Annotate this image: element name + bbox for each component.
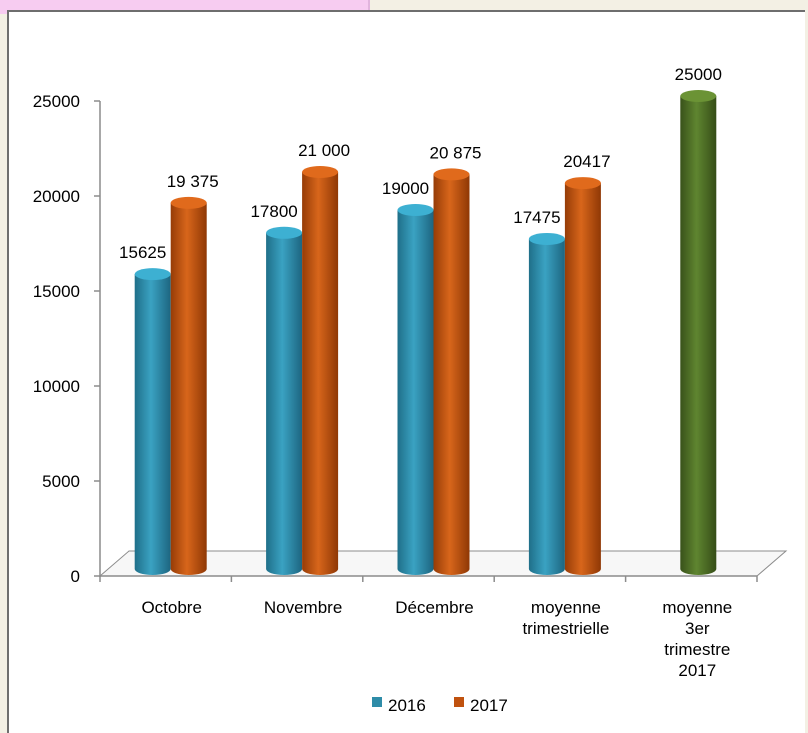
x-category-label: moyenne 3er trimestre 2017 (662, 598, 732, 680)
y-tick-label: 15000 (33, 282, 80, 301)
data-label: 17800 (250, 202, 297, 221)
y-tick-label: 5000 (42, 472, 80, 491)
bar-2017-1 (302, 166, 339, 575)
y-tick-label: 0 (71, 567, 80, 586)
data-label: 19000 (382, 179, 429, 198)
data-label: 15625 (119, 243, 166, 262)
legend-swatch-2017 (454, 697, 464, 707)
y-tick-label: 25000 (33, 92, 80, 111)
data-label: 17475 (513, 208, 560, 227)
data-label: 25000 (675, 65, 722, 84)
bar-2017-4 (680, 90, 717, 575)
legend-label-2016: 2016 (388, 696, 426, 715)
legend-label-2017: 2017 (470, 696, 508, 715)
legend: 2016 2017 (372, 696, 508, 715)
x-category-label: Novembre (264, 598, 342, 617)
bar-2017-3 (564, 177, 601, 575)
x-category-label: Décembre (395, 598, 473, 617)
y-tick-label: 10000 (33, 377, 80, 396)
x-category-label: Octobre (141, 598, 201, 617)
data-label: 19 375 (167, 172, 219, 191)
bar-2016-1 (266, 226, 303, 576)
bar-2016-0 (134, 268, 171, 575)
bar-2017-0 (170, 196, 207, 575)
y-tick-label: 20000 (33, 187, 80, 206)
bar-2017-2 (433, 168, 470, 575)
bar-2016-3 (528, 232, 565, 575)
x-category-label: moyenne trimestrielle (522, 598, 609, 638)
data-label: 21 000 (298, 141, 350, 160)
bar-2016-2 (397, 204, 434, 575)
data-label: 20417 (563, 152, 610, 171)
data-label: 20 875 (430, 143, 482, 162)
legend-swatch-2016 (372, 697, 382, 707)
